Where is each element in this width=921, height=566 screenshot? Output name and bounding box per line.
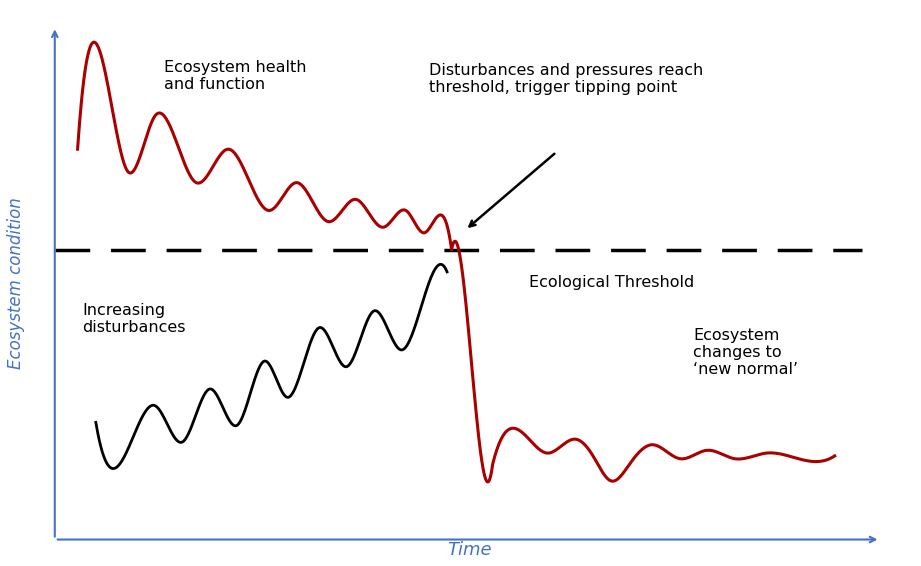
Text: Ecological Threshold: Ecological Threshold xyxy=(530,275,694,290)
Text: Ecosystem
changes to
‘new normal’: Ecosystem changes to ‘new normal’ xyxy=(694,328,799,378)
Text: Ecosystem health
and function: Ecosystem health and function xyxy=(164,60,307,92)
Text: Increasing
disturbances: Increasing disturbances xyxy=(82,302,186,335)
Text: Time: Time xyxy=(448,541,492,559)
Text: Ecosystem condition: Ecosystem condition xyxy=(6,197,25,369)
Text: Disturbances and pressures reach
threshold, trigger tipping point: Disturbances and pressures reach thresho… xyxy=(429,63,703,95)
